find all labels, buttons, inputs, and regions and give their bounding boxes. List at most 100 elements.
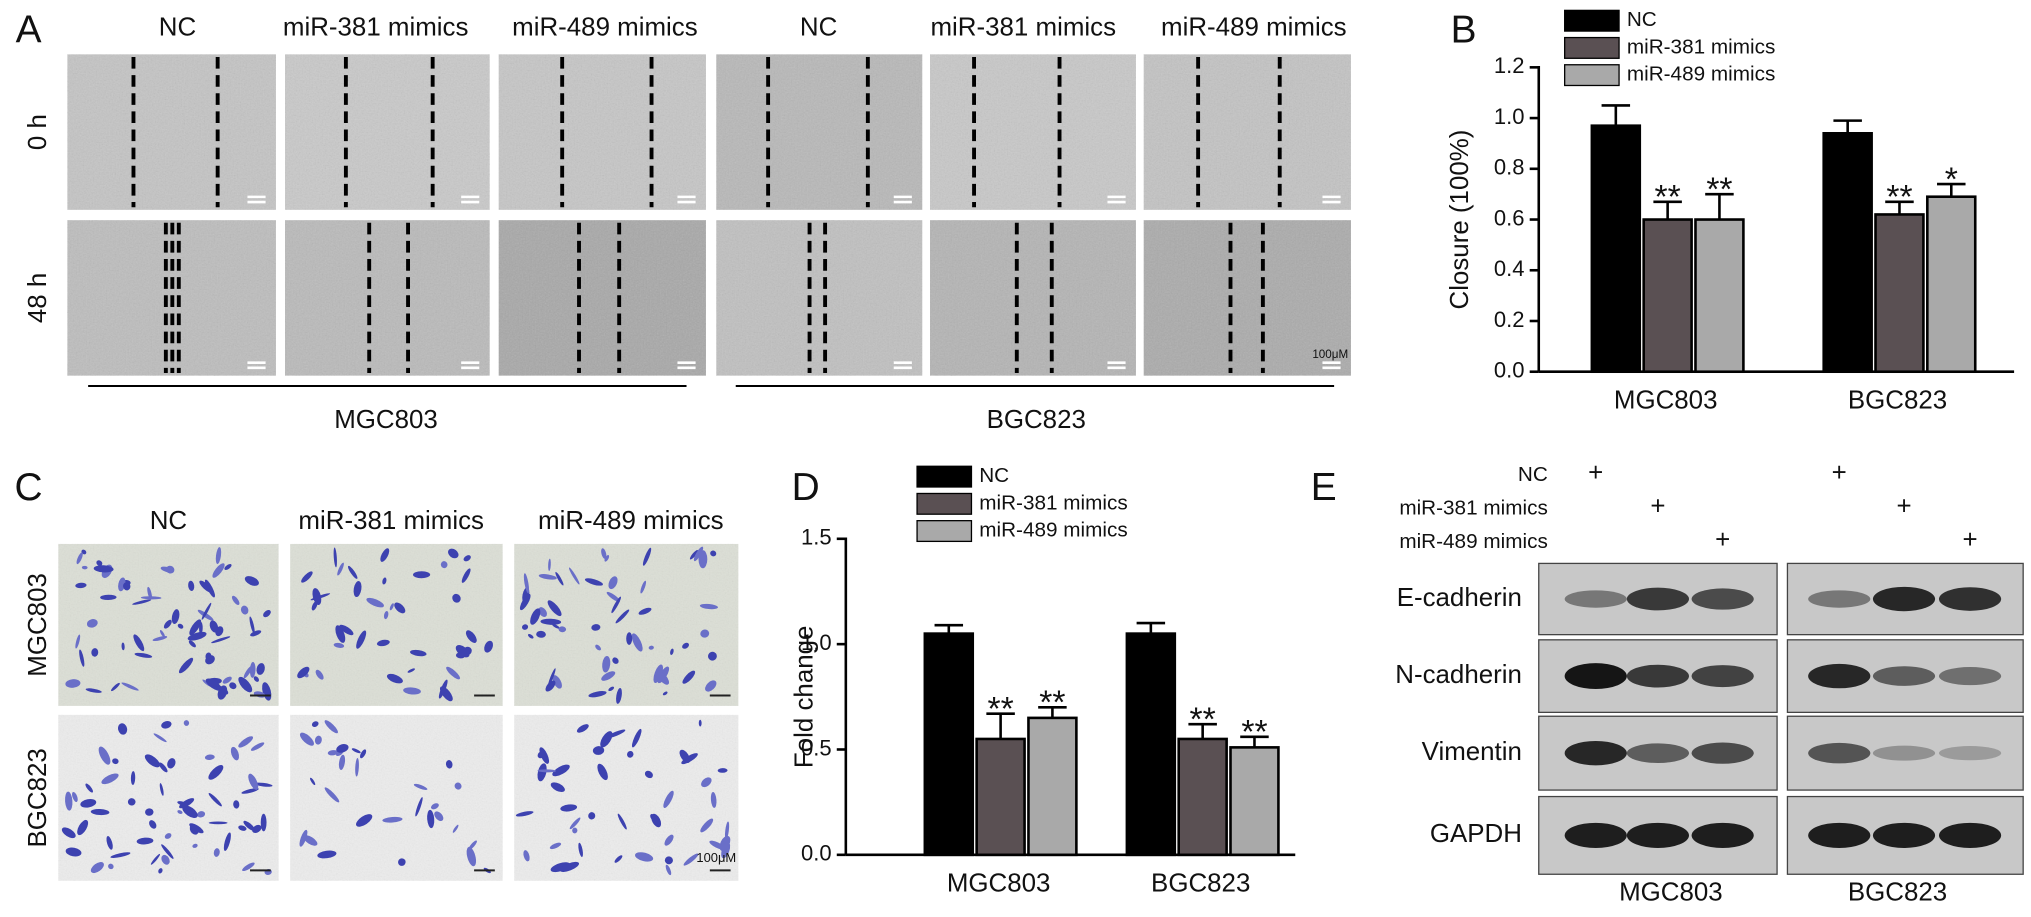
legend-swatch <box>916 520 973 543</box>
cell <box>167 758 176 769</box>
cell <box>233 800 240 809</box>
column-label: miR-381 mimics <box>298 507 484 535</box>
cell <box>238 736 254 748</box>
cell <box>568 567 580 585</box>
column-label: NC <box>150 507 187 535</box>
cell <box>132 599 151 605</box>
bar <box>1590 124 1642 374</box>
cell <box>311 601 318 611</box>
cell <box>187 631 207 641</box>
cell <box>578 842 583 858</box>
cell <box>662 691 668 696</box>
cell <box>434 811 444 822</box>
cell <box>705 680 717 692</box>
legend-label: NC <box>1627 8 1657 31</box>
cell <box>136 837 154 845</box>
cell <box>161 854 170 865</box>
cell <box>689 550 699 560</box>
cell <box>560 804 578 812</box>
cell <box>205 678 222 691</box>
micrograph-texture <box>514 714 739 881</box>
y-tick-label: 1.0 <box>801 630 832 655</box>
row-label: MGC803 <box>24 573 52 677</box>
bar <box>975 737 1026 857</box>
cell <box>133 634 145 652</box>
cell <box>670 648 674 655</box>
cell <box>611 596 621 614</box>
cell <box>463 555 471 562</box>
cell <box>407 668 415 673</box>
cell <box>217 685 228 700</box>
cell <box>523 850 530 862</box>
micrograph-texture <box>285 54 490 210</box>
cell <box>213 848 220 857</box>
cell <box>192 843 198 848</box>
cell <box>299 829 308 847</box>
y-tick-label: 1.5 <box>801 525 832 550</box>
cell <box>394 602 406 614</box>
cell <box>177 623 184 629</box>
cell <box>253 676 259 682</box>
cell <box>160 566 174 573</box>
cell <box>604 555 610 562</box>
cell <box>163 619 172 629</box>
cell <box>339 624 354 636</box>
scale-label: 100μM <box>1312 348 1348 361</box>
treatment-label: miR-489 mimics <box>1399 530 1548 553</box>
cell <box>112 758 119 765</box>
cell <box>145 808 154 816</box>
cell <box>612 657 619 664</box>
cell <box>683 853 699 866</box>
cell <box>324 787 340 803</box>
cell <box>366 597 384 608</box>
panel-letter: E <box>1311 466 1337 509</box>
cell <box>461 568 471 583</box>
cell <box>199 580 213 593</box>
cell <box>201 602 212 620</box>
bar <box>1642 218 1693 374</box>
significance: ** <box>1039 685 1065 722</box>
cell <box>91 648 99 657</box>
band <box>1872 666 1936 686</box>
micrograph-texture <box>930 54 1136 210</box>
significance: ** <box>1241 714 1267 751</box>
cell <box>403 687 421 695</box>
protein-label: N-cadherin <box>1395 661 1522 689</box>
cell <box>215 547 222 564</box>
cell <box>230 746 240 761</box>
cell <box>709 840 726 850</box>
cell <box>572 827 578 834</box>
x-tick-label: MGC803 <box>1614 386 1718 414</box>
cell <box>386 673 403 684</box>
band <box>1626 587 1690 611</box>
bar <box>1027 716 1078 857</box>
y-tick-label: 0.0 <box>801 841 832 866</box>
legend-label: miR-489 mimics <box>979 518 1127 541</box>
treatment-marker: + <box>1650 493 1665 521</box>
cell <box>65 679 81 688</box>
cell <box>140 596 162 600</box>
cell <box>519 593 531 611</box>
cell <box>144 754 160 768</box>
cell <box>584 578 603 586</box>
cell <box>121 642 125 651</box>
cell <box>724 821 730 840</box>
cell <box>555 571 564 586</box>
cell <box>576 724 589 733</box>
cell <box>440 561 448 569</box>
cell <box>205 655 215 665</box>
band <box>1564 740 1627 766</box>
row-label: 48 h <box>24 273 52 323</box>
cell <box>606 591 621 602</box>
cell <box>455 652 466 659</box>
cell <box>337 562 344 576</box>
band <box>1938 587 2002 611</box>
cell <box>356 630 367 649</box>
band <box>1564 590 1627 608</box>
cell <box>159 783 164 796</box>
cell <box>197 811 206 818</box>
treatment-marker: + <box>1962 526 1977 554</box>
cell <box>548 558 551 572</box>
legend-label: miR-381 mimics <box>1627 35 1776 58</box>
column-label: NC <box>159 13 196 41</box>
